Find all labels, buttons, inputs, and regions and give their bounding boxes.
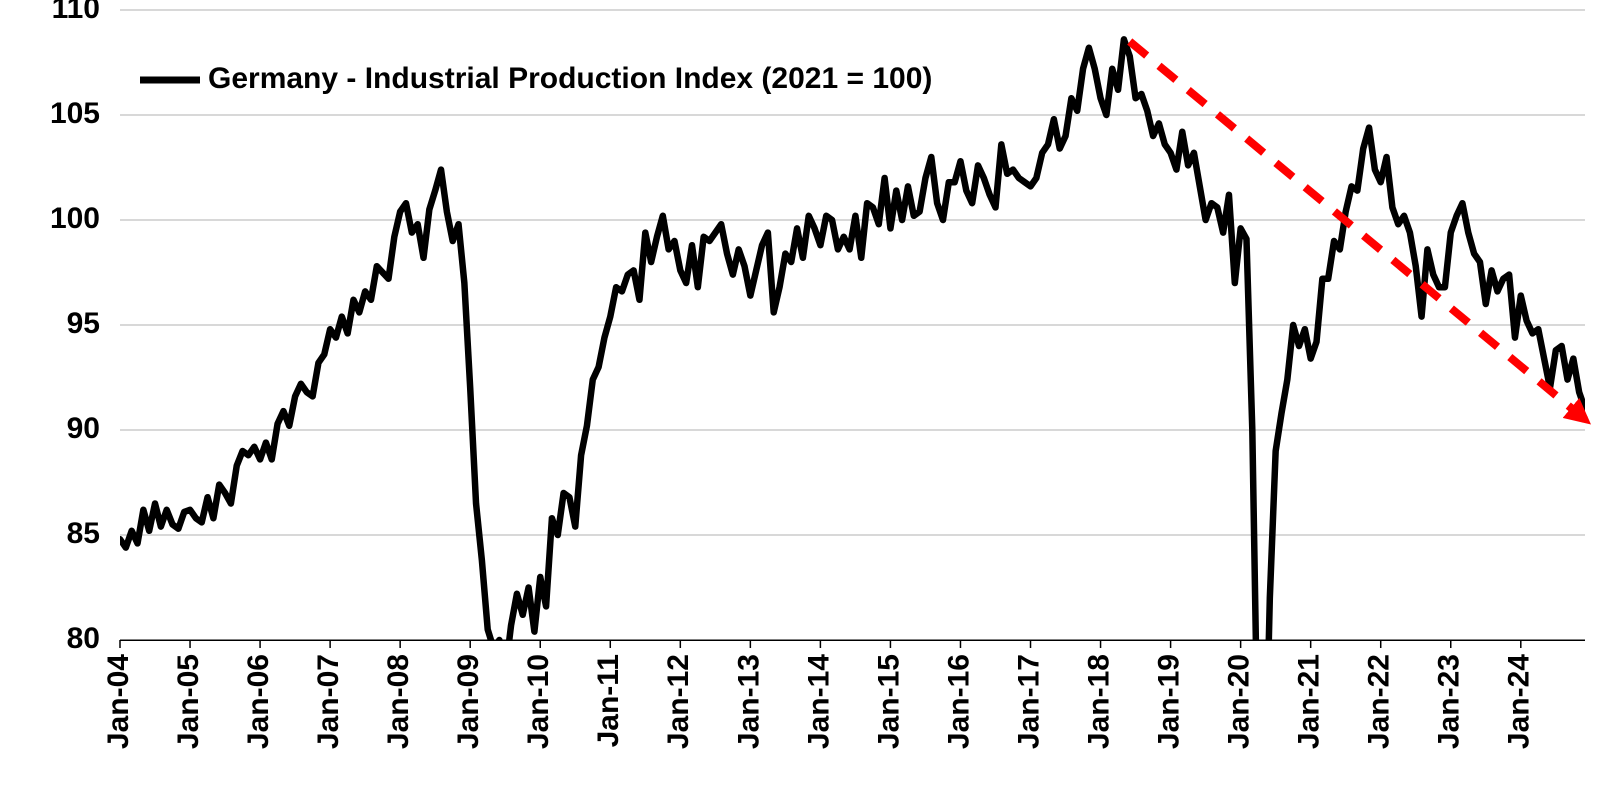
x-tick-label: Jan-11 xyxy=(592,654,625,747)
x-tick-label: Jan-04 xyxy=(102,654,135,749)
x-tick-label: Jan-06 xyxy=(242,654,275,749)
legend: Germany - Industrial Production Index (2… xyxy=(140,62,932,95)
x-tick-label: Jan-22 xyxy=(1363,654,1396,749)
x-tick-label: Jan-08 xyxy=(382,654,415,749)
x-tick-label: Jan-05 xyxy=(172,654,205,749)
x-tick-label: Jan-10 xyxy=(522,654,555,749)
chart-container: 80 85 90 95 100 105 110 Jan-04 Jan-05 Jan-06 Jan-0… xyxy=(0,0,1600,792)
x-tick-label: Jan-19 xyxy=(1153,654,1186,749)
x-tick-label: Jan-20 xyxy=(1223,654,1256,749)
x-tick-label: Jan-21 xyxy=(1293,654,1326,749)
x-tick-label: Jan-24 xyxy=(1503,654,1536,749)
x-tick-label: Jan-09 xyxy=(452,654,485,749)
x-tick-label: Jan-12 xyxy=(662,654,695,749)
y-tick-label: 110 xyxy=(52,0,100,25)
legend-label: Germany - Industrial Production Index (2… xyxy=(208,62,932,95)
x-tick-label: Jan-18 xyxy=(1082,654,1115,749)
y-tick-label: 105 xyxy=(50,97,100,130)
y-tick-label: 100 xyxy=(50,202,100,235)
x-tick-label: Jan-23 xyxy=(1433,654,1466,749)
x-tick-label: Jan-16 xyxy=(942,654,975,749)
y-tick-label: 95 xyxy=(67,307,100,340)
x-tick-label: Jan-07 xyxy=(312,654,345,749)
x-tick-label: Jan-17 xyxy=(1012,654,1045,749)
x-tick-label: Jan-14 xyxy=(802,654,835,749)
x-tick-label: Jan-13 xyxy=(732,654,765,749)
y-tick-label: 90 xyxy=(67,412,100,445)
line-chart: 80 85 90 95 100 105 110 Jan-04 Jan-05 Jan-06 Jan-0… xyxy=(0,0,1600,792)
trend-arrow xyxy=(1130,42,1585,420)
y-tick-label: 85 xyxy=(67,517,100,550)
x-tick-label: Jan-15 xyxy=(872,654,905,749)
y-tick-label: 80 xyxy=(67,622,100,655)
